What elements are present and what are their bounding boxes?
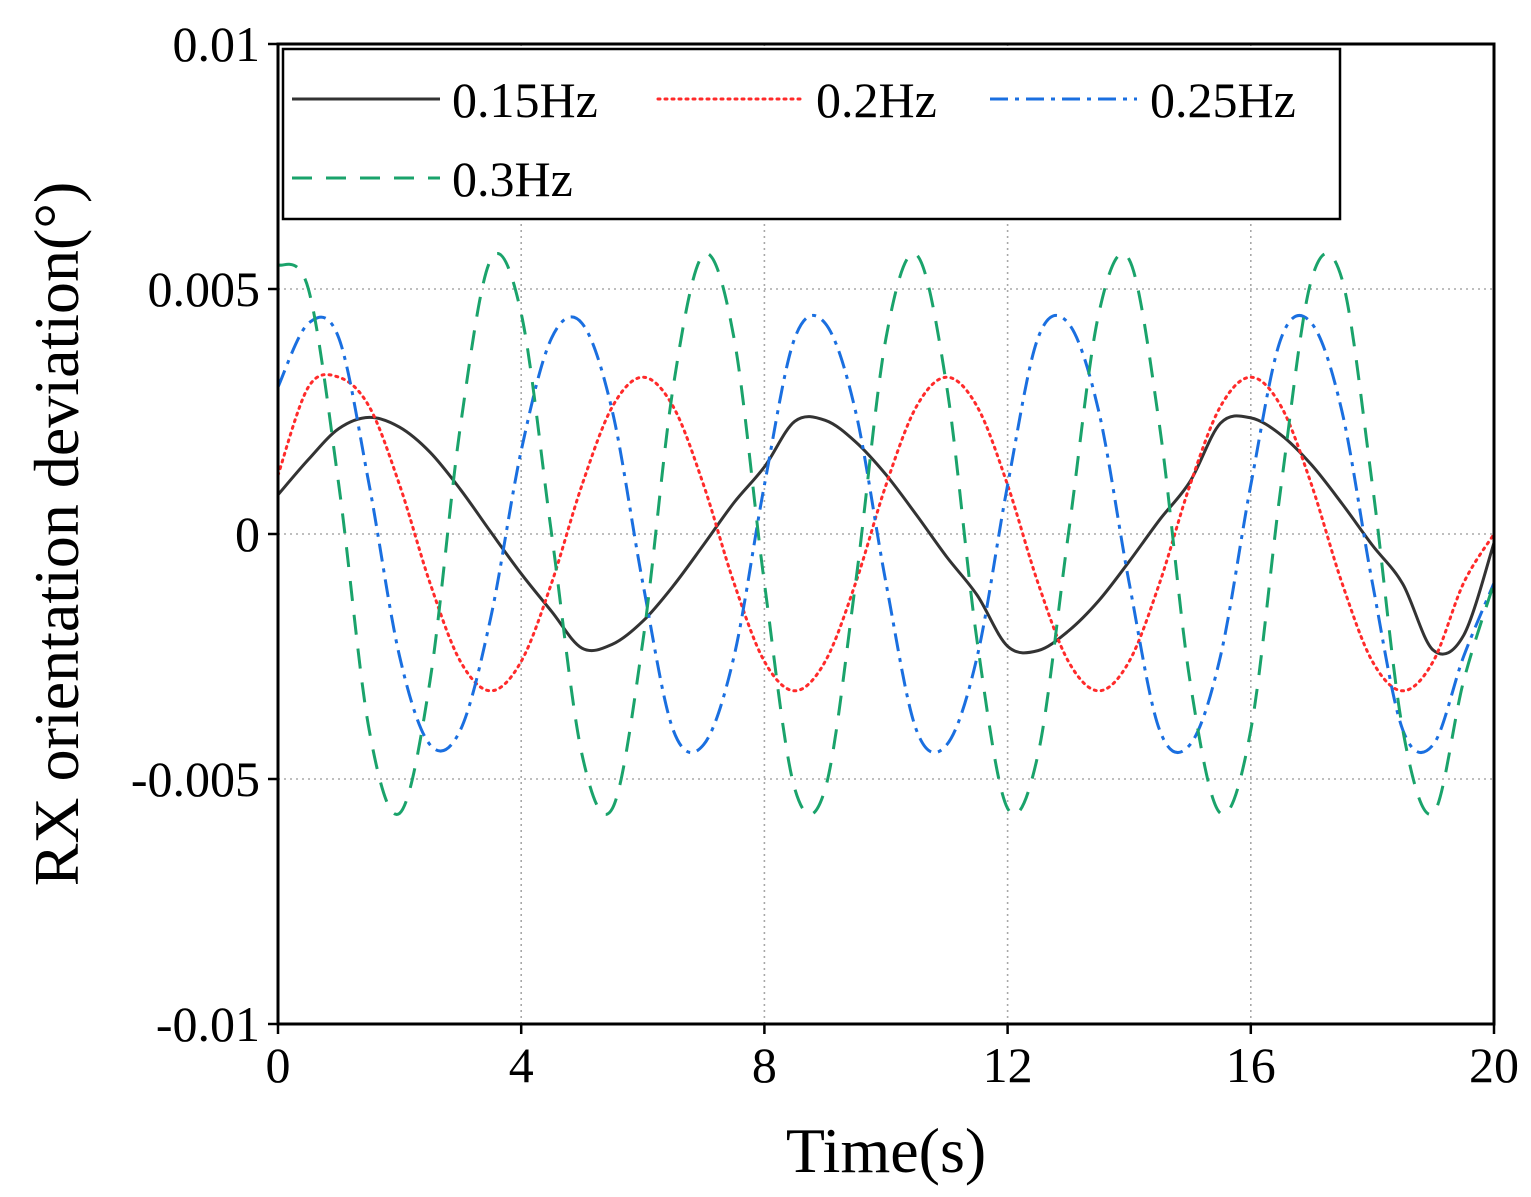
legend-label-0.2hz: 0.2Hz [816,72,937,128]
series-line-0.15hz [278,414,1494,656]
legend-label-0.15hz: 0.15Hz [452,72,598,128]
legend-label-0.25hz: 0.25Hz [1150,72,1296,128]
y-tick-label-0.01: 0.01 [173,16,261,72]
y-tick-label--0.01: -0.01 [156,996,260,1052]
x-tick-label-4: 4 [509,1037,534,1093]
x-tick-label-0: 0 [266,1037,291,1093]
series-line-0.25hz [278,313,1494,755]
series-line-0.3hz [278,251,1494,817]
y-tick-label-0: 0 [235,506,260,562]
legend: 0.15Hz 0.2Hz 0.25Hz 0.3Hz [281,47,1342,221]
x-axis-title: Time(s) [786,1115,986,1186]
y-axis-title: RX orientation deviation(°) [21,182,92,887]
x-tick-label-8: 8 [752,1037,777,1093]
legend-label-0.3hz: 0.3Hz [452,151,573,207]
y-tick-label--0.005: -0.005 [131,751,260,807]
axis-ticks: 0 4 8 12 16 20 0.01 0.005 0 -0.005 -0.01 [131,16,1519,1093]
series-group [278,251,1494,817]
series-line-0.2hz [278,373,1494,693]
y-tick-label-0.005: 0.005 [148,261,261,317]
x-tick-label-12: 12 [983,1037,1033,1093]
x-tick-label-20: 20 [1469,1037,1519,1093]
legend-box [281,47,1342,221]
x-tick-label-16: 16 [1226,1037,1276,1093]
